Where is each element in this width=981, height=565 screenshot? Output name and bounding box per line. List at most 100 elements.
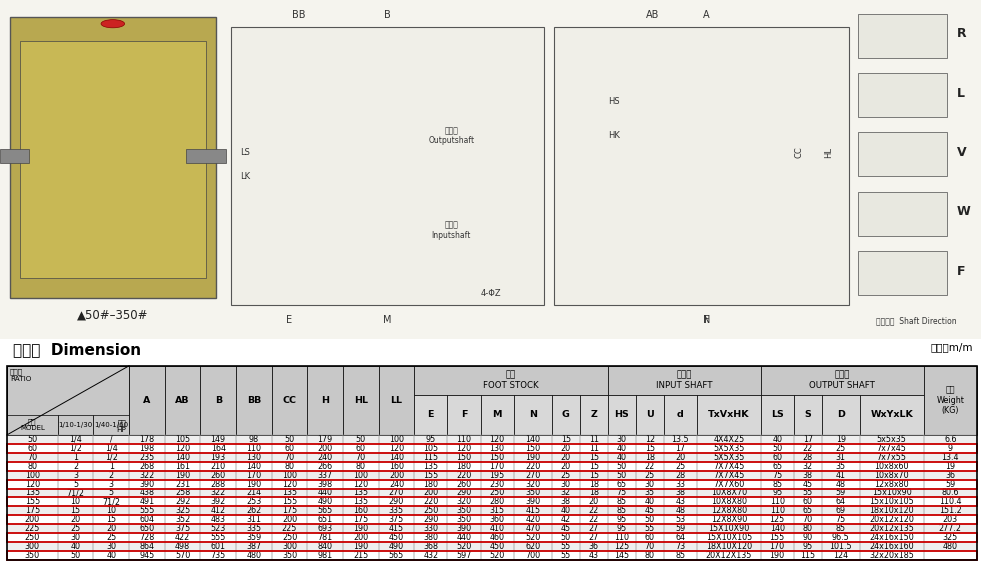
Text: E: E: [428, 410, 435, 419]
Bar: [664, 515, 697, 524]
Bar: [414, 480, 447, 489]
Text: 10: 10: [106, 506, 117, 515]
Bar: [760, 506, 794, 515]
Text: 498: 498: [175, 542, 190, 551]
Bar: [7, 435, 58, 444]
Bar: [447, 533, 481, 542]
Bar: [165, 489, 200, 497]
Bar: [580, 515, 608, 524]
Bar: [272, 497, 307, 506]
Text: 120: 120: [353, 480, 369, 489]
Text: 350: 350: [282, 551, 297, 560]
Text: 1: 1: [74, 453, 78, 462]
Bar: [414, 542, 447, 551]
Text: 1/40-1/60: 1/40-1/60: [94, 422, 129, 428]
Circle shape: [101, 20, 125, 28]
Bar: [551, 497, 580, 506]
Bar: [860, 497, 923, 506]
Text: 491: 491: [139, 497, 154, 506]
Bar: [307, 524, 343, 533]
Text: 95: 95: [617, 524, 627, 533]
Text: 50: 50: [356, 435, 366, 444]
Text: 120: 120: [175, 444, 190, 453]
Bar: [236, 542, 272, 551]
Bar: [307, 444, 343, 453]
Text: 250: 250: [490, 489, 504, 498]
Text: 75: 75: [836, 515, 846, 524]
Text: 96.5: 96.5: [832, 533, 850, 542]
Text: LL: LL: [390, 396, 402, 405]
Text: 520: 520: [490, 551, 504, 560]
Text: 253: 253: [246, 497, 262, 506]
Text: 15: 15: [645, 444, 655, 453]
Bar: [414, 489, 447, 497]
Bar: [165, 444, 200, 453]
Bar: [414, 524, 447, 533]
Bar: [58, 444, 93, 453]
Bar: [7, 497, 977, 506]
Text: 375: 375: [175, 524, 190, 533]
Bar: [636, 506, 664, 515]
Text: 85: 85: [772, 480, 782, 489]
Bar: [697, 489, 760, 497]
Bar: [165, 471, 200, 480]
Text: 17: 17: [675, 444, 686, 453]
Text: 1/2: 1/2: [70, 444, 82, 453]
Text: 19: 19: [946, 462, 955, 471]
Bar: [200, 506, 236, 515]
Text: 12: 12: [645, 435, 655, 444]
Bar: [551, 435, 580, 444]
Text: 20: 20: [675, 453, 686, 462]
Bar: [860, 533, 923, 542]
Text: HL: HL: [354, 396, 368, 405]
Bar: [580, 533, 608, 542]
Text: 65: 65: [802, 506, 813, 515]
Bar: [760, 453, 794, 462]
Text: ▲50#–350#: ▲50#–350#: [77, 308, 148, 322]
Text: 135: 135: [353, 497, 369, 506]
Text: S: S: [804, 410, 811, 419]
Text: 32x20x185: 32x20x185: [869, 551, 914, 560]
Text: TxVxHK: TxVxHK: [708, 410, 749, 419]
Text: 41: 41: [836, 471, 846, 480]
Text: 30: 30: [71, 533, 80, 542]
Bar: [307, 489, 343, 497]
Bar: [7, 506, 977, 515]
Bar: [554, 27, 849, 305]
Bar: [307, 533, 343, 542]
Text: V: V: [956, 146, 966, 159]
Bar: [608, 444, 636, 453]
Bar: [636, 480, 664, 489]
Text: 412: 412: [211, 506, 226, 515]
Bar: [307, 435, 343, 444]
Text: 368: 368: [424, 542, 439, 551]
Text: 140: 140: [175, 453, 190, 462]
Text: 70: 70: [356, 453, 366, 462]
Bar: [860, 435, 923, 444]
Text: 161: 161: [175, 462, 190, 471]
Bar: [93, 515, 129, 524]
Bar: [58, 506, 93, 515]
Bar: [7, 533, 58, 542]
Text: 178: 178: [139, 435, 154, 444]
Text: 50: 50: [27, 435, 37, 444]
Text: 175: 175: [282, 506, 297, 515]
Text: 25: 25: [71, 524, 80, 533]
Bar: [760, 471, 794, 480]
Text: 60: 60: [27, 444, 37, 453]
Text: 651: 651: [318, 515, 333, 524]
Text: 11: 11: [589, 435, 598, 444]
Bar: [165, 533, 200, 542]
Bar: [664, 542, 697, 551]
Bar: [93, 444, 129, 453]
Bar: [165, 462, 200, 471]
Text: 100: 100: [25, 471, 40, 480]
Bar: [580, 497, 608, 506]
Text: Z: Z: [591, 410, 597, 419]
Bar: [447, 395, 481, 435]
Text: 240: 240: [388, 480, 404, 489]
Bar: [794, 395, 822, 435]
Text: 210: 210: [211, 462, 226, 471]
Bar: [481, 524, 514, 533]
Text: 290: 290: [388, 497, 404, 506]
